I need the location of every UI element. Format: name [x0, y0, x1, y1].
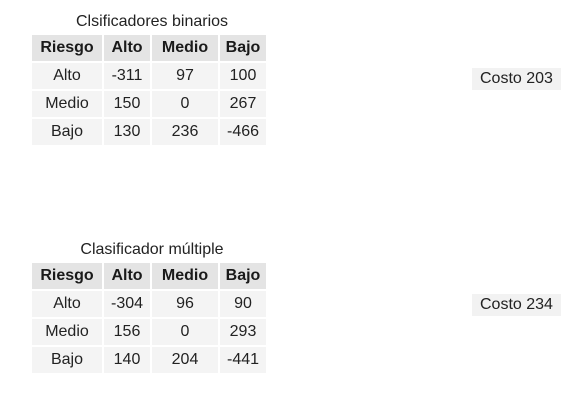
- cost-matrix-table: Riesgo Alto Medio Bajo Alto -311 97 100 …: [30, 33, 268, 147]
- table-cell: 204: [152, 347, 218, 373]
- table-row: Medio 150 0 267: [32, 91, 266, 117]
- table-row: Bajo 130 236 -466: [32, 119, 266, 145]
- table-cell: -311: [104, 63, 150, 89]
- table-cell: -304: [104, 291, 150, 317]
- table-cell: 130: [104, 119, 150, 145]
- header-cell: Bajo: [220, 263, 266, 289]
- table-caption: Clasificador múltiple: [80, 241, 224, 258]
- header-row: Riesgo Alto Medio Bajo: [32, 263, 266, 289]
- table-cell: 0: [152, 91, 218, 117]
- multiple-classifier-block: Clasificador múltiple Riesgo Alto Medio …: [32, 240, 272, 375]
- table-cell: 97: [152, 63, 218, 89]
- binary-classifiers-block: Clsificadores binarios Riesgo Alto Medio…: [32, 12, 272, 147]
- header-row: Riesgo Alto Medio Bajo: [32, 35, 266, 61]
- table-cell: 90: [220, 291, 266, 317]
- table-cell: 293: [220, 319, 266, 345]
- row-label-cell: Medio: [32, 319, 102, 345]
- cost-label: Costo 203: [472, 68, 561, 90]
- cost-label: Costo 234: [472, 294, 561, 316]
- row-label-cell: Alto: [32, 63, 102, 89]
- table-cell: 140: [104, 347, 150, 373]
- table-cell: -466: [220, 119, 266, 145]
- header-cell: Bajo: [220, 35, 266, 61]
- table-row: Alto -311 97 100: [32, 63, 266, 89]
- row-label-cell: Medio: [32, 91, 102, 117]
- table-cell: 100: [220, 63, 266, 89]
- header-cell: Alto: [104, 35, 150, 61]
- header-cell: Alto: [104, 263, 150, 289]
- table-caption: Clsificadores binarios: [75, 13, 229, 30]
- row-label-cell: Bajo: [32, 347, 102, 373]
- header-cell: Medio: [152, 35, 218, 61]
- table-cell: 236: [152, 119, 218, 145]
- row-label-cell: Alto: [32, 291, 102, 317]
- row-label-cell: Bajo: [32, 119, 102, 145]
- table-row: Bajo 140 204 -441: [32, 347, 266, 373]
- table-cell: -441: [220, 347, 266, 373]
- table-row: Alto -304 96 90: [32, 291, 266, 317]
- table-cell: 150: [104, 91, 150, 117]
- header-cell: Medio: [152, 263, 218, 289]
- table-row: Medio 156 0 293: [32, 319, 266, 345]
- cost-matrix-table: Riesgo Alto Medio Bajo Alto -304 96 90 M…: [30, 261, 268, 375]
- table-cell: 0: [152, 319, 218, 345]
- header-cell: Riesgo: [32, 263, 102, 289]
- table-cell: 96: [152, 291, 218, 317]
- table-cell: 267: [220, 91, 266, 117]
- header-cell: Riesgo: [32, 35, 102, 61]
- table-cell: 156: [104, 319, 150, 345]
